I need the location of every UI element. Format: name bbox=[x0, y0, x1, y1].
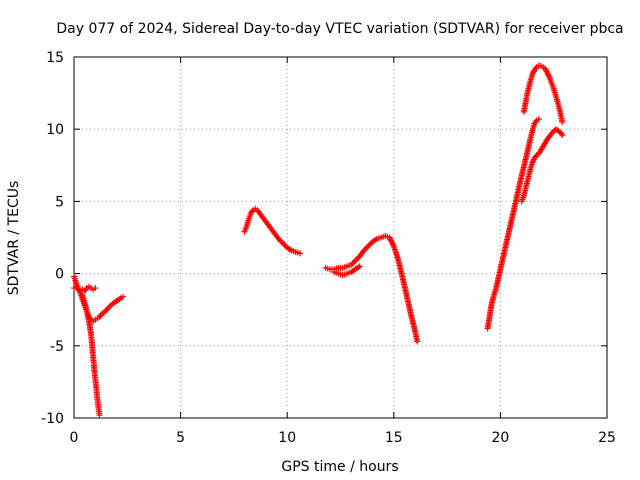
chart-title: Day 077 of 2024, Sidereal Day-to-day VTE… bbox=[56, 21, 623, 37]
y-tick-label: 15 bbox=[46, 50, 64, 66]
data-point bbox=[296, 250, 303, 257]
series-pbca-arc-2 bbox=[100, 293, 127, 316]
data-point bbox=[92, 285, 99, 292]
data-point bbox=[281, 241, 288, 248]
data-point bbox=[365, 243, 372, 250]
data-point bbox=[120, 293, 127, 300]
y-axis-label: SDTVAR / TECUs bbox=[6, 181, 22, 296]
data-point bbox=[102, 308, 109, 315]
y-tick-label: -5 bbox=[50, 339, 64, 355]
y-tick-label: -10 bbox=[41, 411, 64, 427]
data-point bbox=[366, 241, 373, 248]
series-pbca-arc-3 bbox=[71, 283, 99, 294]
axis-ticks bbox=[73, 56, 608, 419]
x-tick-label: 15 bbox=[385, 430, 403, 446]
data-point bbox=[414, 338, 421, 345]
plot-frame bbox=[73, 56, 608, 419]
data-point bbox=[96, 412, 103, 419]
y-tick-label: 0 bbox=[55, 267, 64, 283]
data-point bbox=[559, 131, 566, 138]
data-point bbox=[278, 238, 285, 245]
y-tick-label: 5 bbox=[55, 194, 64, 210]
data-point bbox=[363, 244, 370, 251]
data-point bbox=[82, 286, 89, 293]
data-point bbox=[279, 240, 286, 247]
x-tick-label: 0 bbox=[70, 430, 79, 446]
data-point bbox=[559, 118, 566, 125]
x-tick-label: 25 bbox=[598, 430, 616, 446]
grid-lines bbox=[74, 57, 607, 418]
data-point bbox=[351, 259, 358, 266]
data-points bbox=[71, 62, 566, 419]
data-point bbox=[97, 312, 104, 319]
data-point bbox=[356, 263, 363, 270]
series-pbca-arc-9 bbox=[520, 62, 566, 125]
data-point bbox=[105, 305, 112, 312]
data-point bbox=[103, 306, 110, 313]
x-tick-label: 10 bbox=[278, 430, 296, 446]
data-point bbox=[106, 303, 113, 310]
series-pbca-arc-6 bbox=[322, 233, 421, 345]
data-point bbox=[352, 257, 359, 264]
x-axis-label: GPS time / hours bbox=[281, 459, 398, 475]
series-pbca-arc-8 bbox=[484, 116, 542, 332]
series-pbca-arc-7 bbox=[331, 263, 363, 279]
data-point bbox=[353, 256, 360, 263]
series-pbca-arc-5 bbox=[241, 205, 303, 257]
x-tick-label: 20 bbox=[491, 430, 509, 446]
y-tick-label: 10 bbox=[46, 122, 64, 138]
data-point bbox=[535, 116, 542, 123]
x-tick-label: 5 bbox=[176, 430, 185, 446]
series-pbca-arc-4 bbox=[79, 292, 103, 419]
tick-labels: 0 5 10 15 20 25 -10 -5 0 5 10 15 bbox=[41, 50, 616, 446]
series-pbca-arc-10 bbox=[518, 126, 566, 205]
